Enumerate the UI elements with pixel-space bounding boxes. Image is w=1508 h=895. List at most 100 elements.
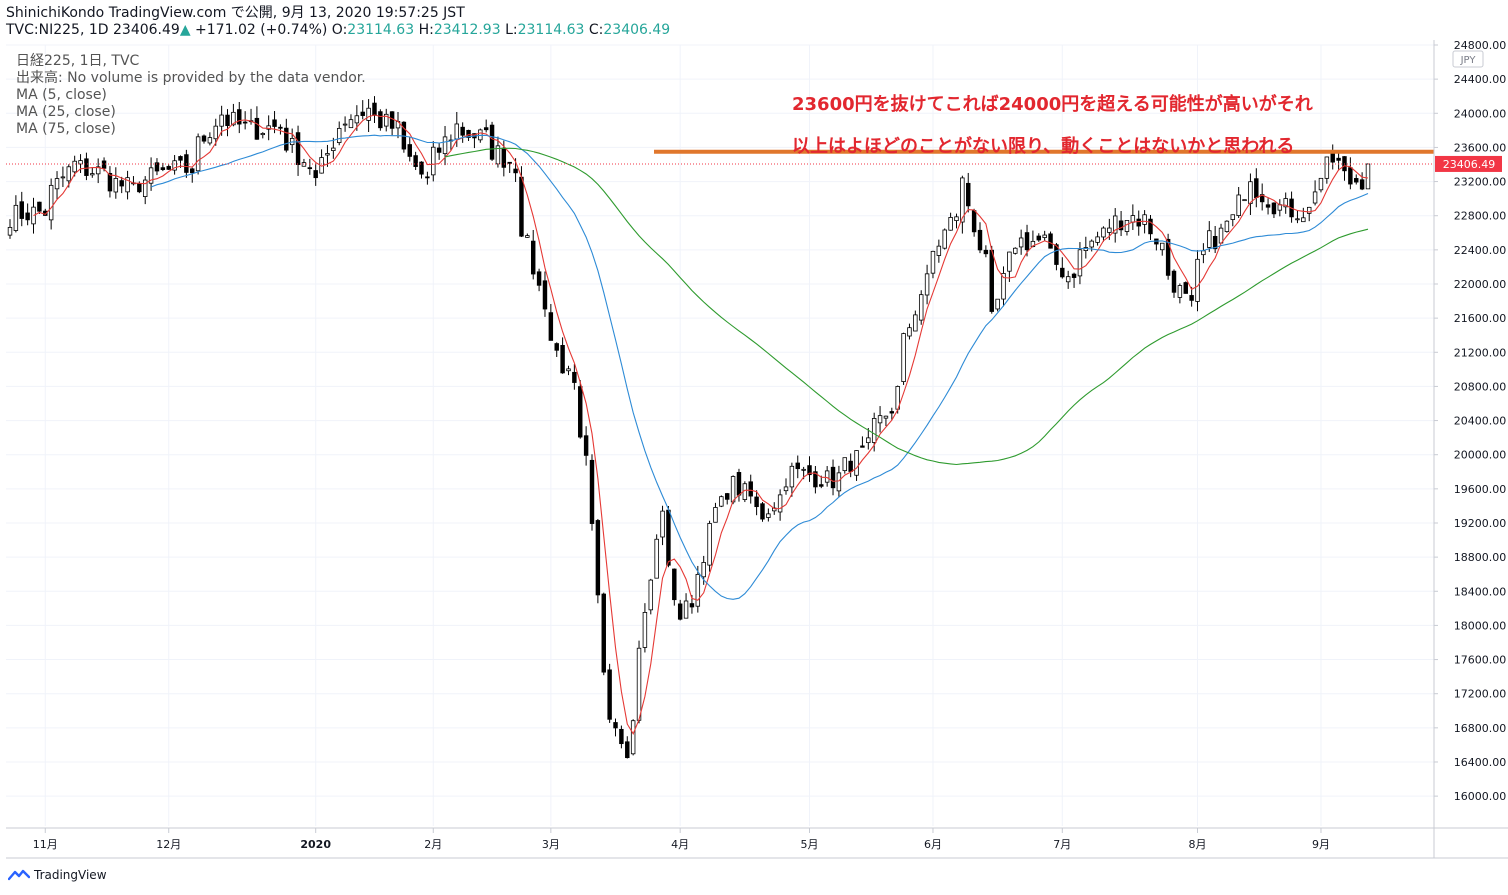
candle-body xyxy=(237,109,242,125)
candle xyxy=(1083,236,1089,259)
candle-body xyxy=(854,450,859,476)
candle-body xyxy=(1212,236,1218,250)
candle xyxy=(654,534,659,579)
price-tick-label: 17200.00 xyxy=(1454,688,1507,701)
price-tick-label: 24000.00 xyxy=(1454,107,1507,120)
candle-body xyxy=(225,114,230,127)
candle-body xyxy=(954,216,959,222)
candle-body xyxy=(1224,220,1230,232)
candle xyxy=(1207,221,1212,252)
last-value: 23406.49 xyxy=(113,22,180,38)
time-tick-label: 9月 xyxy=(1312,838,1330,851)
legend-series[interactable]: 日経225, 1日, TVC xyxy=(16,53,140,69)
candle xyxy=(595,518,601,604)
candle xyxy=(1348,157,1353,190)
candle xyxy=(119,176,124,194)
candle xyxy=(431,141,436,182)
candle xyxy=(1354,174,1359,185)
time-tick-label: 7月 xyxy=(1053,838,1071,851)
candle xyxy=(1136,210,1141,236)
candle xyxy=(589,454,595,531)
candle-body xyxy=(84,158,89,176)
candle-body xyxy=(454,123,460,140)
candle-body xyxy=(536,271,542,286)
candle xyxy=(190,167,195,183)
candle-body xyxy=(819,484,824,487)
candle xyxy=(1001,266,1006,307)
moving-averages xyxy=(33,114,1369,736)
candle-body xyxy=(1165,238,1171,276)
candle xyxy=(148,157,154,191)
candle-body xyxy=(431,146,436,176)
tradingview-logo[interactable]: TradingView xyxy=(8,868,107,882)
time-tick-label: 8月 xyxy=(1189,838,1207,851)
candle-body xyxy=(201,135,207,142)
candle-body xyxy=(877,415,883,424)
candle xyxy=(695,565,701,613)
candle xyxy=(1118,211,1124,237)
candle xyxy=(636,640,642,724)
ohlc-line: TVC:NI225, 1D 23406.49▲ +171.02 (+0.74%)… xyxy=(6,22,670,39)
candle xyxy=(789,462,795,497)
candle-body xyxy=(1271,202,1277,215)
candle-body xyxy=(195,136,201,172)
candle-body xyxy=(413,155,418,167)
candle xyxy=(1065,270,1071,289)
candle xyxy=(548,304,554,341)
candle xyxy=(1148,214,1153,241)
candle-body xyxy=(736,472,742,496)
candle xyxy=(495,136,501,168)
candle-body xyxy=(107,172,113,192)
candle-body xyxy=(25,212,30,221)
ma75-line xyxy=(444,147,1369,466)
candle xyxy=(1171,269,1177,298)
candle xyxy=(707,520,712,572)
candle-body xyxy=(460,126,465,136)
candle-body xyxy=(824,470,830,483)
candle-body xyxy=(1136,218,1141,227)
candle-body xyxy=(807,465,812,476)
candle-body xyxy=(542,280,548,310)
candle-body xyxy=(866,437,871,444)
candle-body xyxy=(1007,251,1012,272)
candle-body xyxy=(278,126,283,129)
price-axis[interactable]: 16000.00 16400.00 16800.00 17200.00 17600.00… xyxy=(1433,39,1507,858)
candle xyxy=(1254,168,1259,208)
candle-body xyxy=(842,457,848,472)
legend-volume[interactable]: 出来高: No volume is provided by the data v… xyxy=(16,70,366,86)
candle-body xyxy=(601,593,606,673)
candle xyxy=(1195,250,1200,312)
candle xyxy=(1101,226,1106,242)
candle-body xyxy=(701,562,706,578)
legend-ma75[interactable]: MA (75, close) xyxy=(16,121,116,137)
candle-body xyxy=(672,568,677,601)
candle-body xyxy=(407,144,412,157)
candle xyxy=(313,163,318,186)
candle xyxy=(84,152,89,181)
candle xyxy=(1036,233,1042,242)
time-axis[interactable]: 11月 12月 2020 2月 3月 4月 5月 6月 7月 8月 9月 xyxy=(6,827,1508,859)
candle-body xyxy=(1148,218,1153,235)
candle-body xyxy=(125,177,130,193)
publish-line: ShinichiKondo TradingView.com で公開, 9月 13… xyxy=(6,5,465,21)
time-tick-label: 5月 xyxy=(801,838,819,851)
candles xyxy=(7,96,1371,759)
candle xyxy=(72,155,77,177)
candle xyxy=(1306,206,1312,222)
symbol: TVC:NI225, 1D xyxy=(6,22,109,38)
price-tick-label: 20000.00 xyxy=(1454,449,1507,462)
change-value: +171.02 (+0.74%) xyxy=(195,22,328,38)
price-tick-label: 16800.00 xyxy=(1454,722,1507,735)
candle xyxy=(1095,231,1100,246)
candle-body xyxy=(1171,270,1177,293)
candle-body xyxy=(995,298,1000,310)
legend-ma25[interactable]: MA (25, close) xyxy=(16,104,116,120)
candle xyxy=(1336,153,1341,171)
candle-body xyxy=(1348,167,1353,185)
candle xyxy=(31,197,36,234)
price-tick-label: 18400.00 xyxy=(1454,585,1507,598)
candle xyxy=(971,208,977,237)
candle xyxy=(1230,214,1236,227)
legend-ma5[interactable]: MA (5, close) xyxy=(16,87,107,103)
